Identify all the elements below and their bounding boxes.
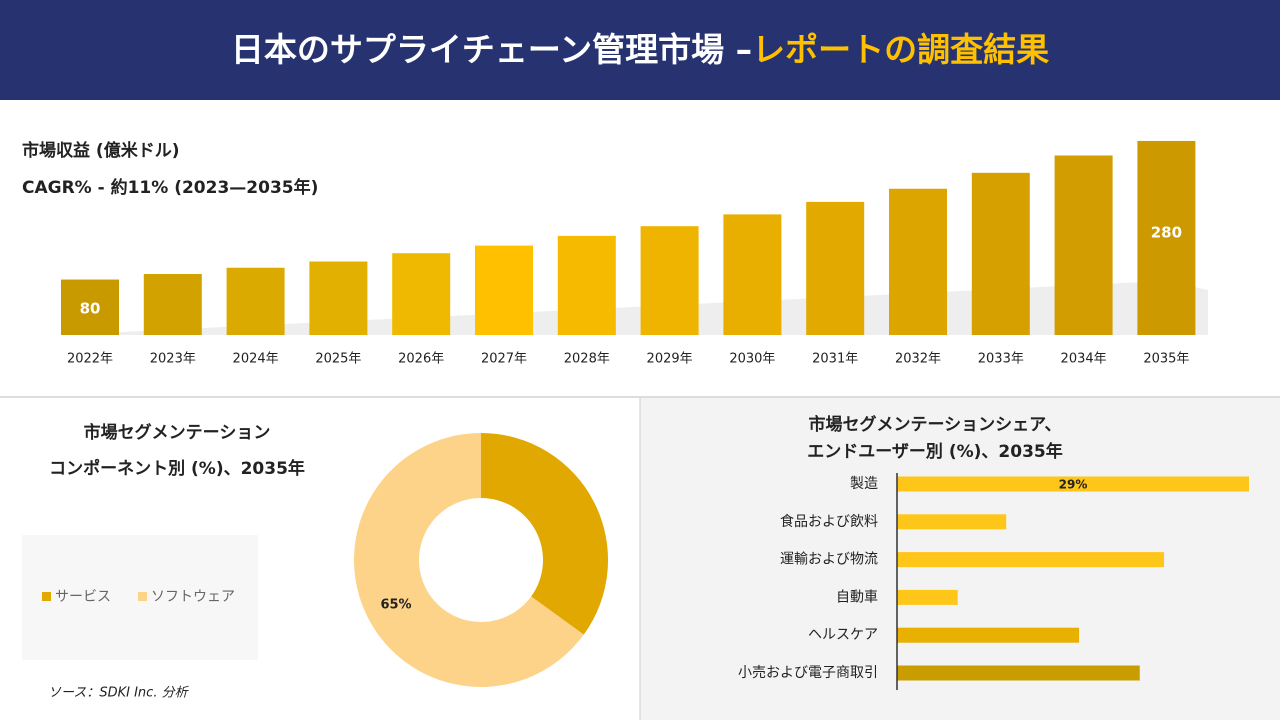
header-band (0, 0, 1280, 100)
x-tick-label: 2027年 (481, 352, 527, 367)
chart-title: エンドユーザー別 (%)、2035年 (807, 441, 1062, 462)
bar (897, 665, 1140, 681)
x-tick-label: 2026年 (398, 352, 444, 367)
bar (557, 235, 616, 335)
bar (143, 274, 202, 335)
legend-marker (138, 592, 147, 601)
bar (723, 214, 782, 335)
data-label: 80 (80, 300, 101, 318)
data-label: 65% (380, 598, 411, 613)
y-tick-label: 製造 (850, 476, 878, 492)
x-tick-label: 2033年 (978, 352, 1024, 367)
bar (806, 201, 865, 335)
source: ソース：SDKI Inc. 分析 (48, 686, 190, 701)
legend-label: サービス (55, 589, 111, 605)
data-label: 29% (1059, 478, 1088, 492)
chart-title: 市場セグメンテーションシェア、 (809, 414, 1062, 435)
data-label: 280 (1151, 224, 1182, 242)
bar (897, 552, 1165, 568)
header-title: 日本のサプライチェーン管理市場 –レポートの調査結果 (231, 30, 1049, 69)
bar (1137, 140, 1196, 335)
y-tick-label: 小売および電子商取引 (738, 665, 878, 681)
x-tick-label: 2023年 (150, 352, 196, 367)
bar (1054, 155, 1113, 335)
x-tick-label: 2031年 (812, 352, 858, 367)
chart-title: 市場セグメンテーション (84, 422, 271, 443)
header-title-main: 日本のサプライチェーン管理市場 – (231, 30, 752, 69)
bar (226, 267, 285, 335)
legend-label: ソフトウェア (151, 589, 235, 605)
x-tick-label: 2022年 (67, 352, 113, 367)
x-tick-label: 2029年 (647, 352, 693, 367)
x-tick-label: 2024年 (233, 352, 279, 367)
bar (897, 514, 1007, 530)
bar (897, 476, 1249, 492)
y-tick-label: 食品および飲料 (780, 513, 878, 530)
chart-subtitle: CAGR% - 約11% (2023—2035年) (22, 177, 318, 198)
x-tick-label: 2030年 (729, 352, 775, 367)
bar (475, 245, 533, 335)
x-tick-label: 2025年 (315, 352, 361, 367)
y-tick-label: ヘルスケア (808, 627, 878, 643)
bar (640, 226, 699, 335)
bar (392, 253, 451, 335)
bar (971, 172, 1030, 335)
bar (897, 627, 1080, 643)
chart-title: 市場収益 (億米ドル) (22, 140, 179, 161)
x-tick-label: 2035年 (1143, 352, 1189, 367)
donut-slice (354, 432, 584, 687)
bar (61, 279, 119, 335)
x-tick-label: 2032年 (895, 352, 941, 367)
bar (897, 589, 958, 605)
chart-title: コンポーネント別 (%)、2035年 (49, 458, 305, 479)
x-tick-label: 2034年 (1061, 352, 1107, 367)
bar (309, 261, 368, 335)
donut-slice (481, 433, 609, 635)
legend-marker (42, 592, 51, 601)
bar (889, 188, 947, 335)
header-title-highlight: レポートの調査結果 (752, 30, 1049, 69)
y-tick-label: 自動車 (836, 588, 878, 605)
y-tick-label: 運輸および物流 (780, 552, 878, 568)
x-tick-label: 2028年 (564, 352, 610, 367)
